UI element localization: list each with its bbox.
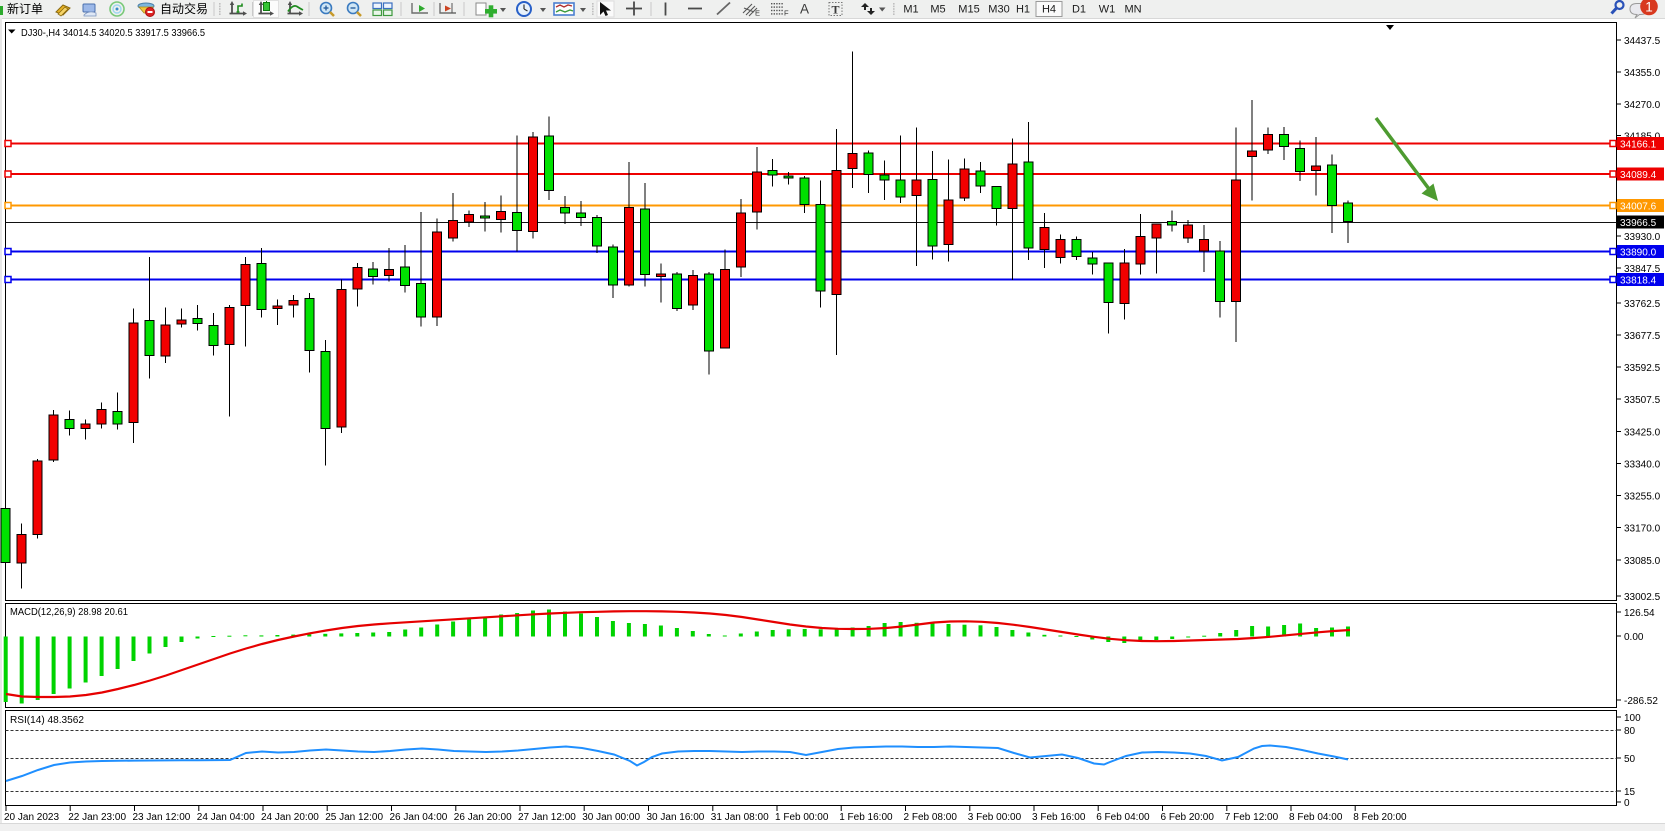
svg-text:31 Jan 08:00: 31 Jan 08:00 — [711, 812, 769, 823]
svg-text:M30: M30 — [988, 4, 1009, 16]
svg-text:新订单: 新订单 — [7, 1, 43, 16]
svg-text:27 Jan 12:00: 27 Jan 12:00 — [518, 812, 576, 823]
svg-text:33930.0: 33930.0 — [1624, 232, 1661, 243]
svg-text:33592.5: 33592.5 — [1624, 363, 1661, 374]
svg-text:1: 1 — [1645, 0, 1653, 15]
svg-text:34355.0: 34355.0 — [1624, 68, 1661, 79]
svg-text:1 Feb 16:00: 1 Feb 16:00 — [839, 812, 893, 823]
svg-text:100: 100 — [1624, 713, 1641, 724]
svg-text:MACD(12,26,9) 28.98 20.61: MACD(12,26,9) 28.98 20.61 — [10, 606, 128, 618]
svg-text:15: 15 — [1624, 787, 1636, 798]
svg-text:A: A — [800, 2, 809, 17]
svg-text:33002.5: 33002.5 — [1624, 592, 1661, 603]
svg-text:8 Feb 20:00: 8 Feb 20:00 — [1353, 812, 1407, 823]
svg-text:34437.5: 34437.5 — [1624, 36, 1661, 47]
svg-text:34270.0: 34270.0 — [1624, 100, 1661, 111]
svg-text:H1: H1 — [1016, 4, 1030, 16]
svg-text:DJ30-,H4 34014.5 34020.5 3391: DJ30-,H4 34014.5 34020.5 33917.5 33966.5 — [21, 27, 205, 39]
svg-text:M5: M5 — [930, 4, 945, 16]
svg-text:22 Jan 23:00: 22 Jan 23:00 — [68, 812, 126, 823]
svg-text:80: 80 — [1624, 726, 1636, 737]
svg-text:M1: M1 — [903, 4, 918, 16]
svg-text:33425.0: 33425.0 — [1624, 428, 1661, 439]
svg-text:30 Jan 00:00: 30 Jan 00:00 — [582, 812, 640, 823]
svg-text:1 Feb 00:00: 1 Feb 00:00 — [775, 812, 829, 823]
svg-text:33255.0: 33255.0 — [1624, 492, 1661, 503]
svg-text:6 Feb 04:00: 6 Feb 04:00 — [1096, 812, 1150, 823]
svg-text:3 Feb 16:00: 3 Feb 16:00 — [1032, 812, 1086, 823]
svg-text:33340.0: 33340.0 — [1624, 460, 1661, 471]
svg-text:RSI(14) 48.3562: RSI(14) 48.3562 — [10, 714, 84, 726]
svg-text:25 Jan 12:00: 25 Jan 12:00 — [325, 812, 383, 823]
svg-text:3 Feb 00:00: 3 Feb 00:00 — [968, 812, 1022, 823]
svg-text:-286.52: -286.52 — [1624, 696, 1658, 707]
svg-text:20 Jan 2023: 20 Jan 2023 — [4, 812, 59, 823]
svg-text:33507.5: 33507.5 — [1624, 395, 1661, 406]
svg-text:8 Feb 04:00: 8 Feb 04:00 — [1289, 812, 1343, 823]
svg-text:F: F — [784, 9, 789, 18]
svg-text:33847.5: 33847.5 — [1624, 264, 1661, 275]
svg-text:33677.5: 33677.5 — [1624, 331, 1661, 342]
svg-text:126.54: 126.54 — [1624, 608, 1655, 619]
svg-text:M15: M15 — [958, 4, 979, 16]
svg-text:34089.4: 34089.4 — [1620, 170, 1657, 181]
svg-text:0.00: 0.00 — [1624, 632, 1644, 643]
svg-text:24 Jan 20:00: 24 Jan 20:00 — [261, 812, 319, 823]
svg-text:30 Jan 16:00: 30 Jan 16:00 — [647, 812, 705, 823]
svg-text:23 Jan 12:00: 23 Jan 12:00 — [133, 812, 191, 823]
svg-text:MN: MN — [1124, 4, 1141, 16]
svg-text:34007.6: 34007.6 — [1620, 202, 1657, 213]
svg-text:33085.0: 33085.0 — [1624, 556, 1661, 567]
svg-text:2 Feb 08:00: 2 Feb 08:00 — [904, 812, 958, 823]
svg-text:26 Jan 04:00: 26 Jan 04:00 — [390, 812, 448, 823]
svg-text:50: 50 — [1624, 754, 1636, 765]
svg-text:33170.0: 33170.0 — [1624, 524, 1661, 535]
svg-text:24 Jan 04:00: 24 Jan 04:00 — [197, 812, 255, 823]
svg-text:E: E — [755, 9, 760, 18]
svg-text:33818.4: 33818.4 — [1620, 276, 1657, 287]
svg-text:W1: W1 — [1099, 4, 1116, 16]
svg-text:33762.5: 33762.5 — [1624, 299, 1661, 310]
svg-text:D1: D1 — [1072, 4, 1086, 16]
svg-text:34166.1: 34166.1 — [1620, 140, 1657, 151]
svg-text:6 Feb 20:00: 6 Feb 20:00 — [1161, 812, 1215, 823]
svg-text:T: T — [832, 3, 840, 17]
svg-text:33966.5: 33966.5 — [1620, 218, 1657, 229]
svg-text:自动交易: 自动交易 — [160, 1, 208, 16]
svg-text:H4: H4 — [1042, 4, 1056, 16]
svg-text:7 Feb 12:00: 7 Feb 12:00 — [1225, 812, 1279, 823]
svg-text:0: 0 — [1624, 798, 1630, 809]
svg-text:26 Jan 20:00: 26 Jan 20:00 — [454, 812, 512, 823]
svg-text:33890.0: 33890.0 — [1620, 248, 1657, 259]
